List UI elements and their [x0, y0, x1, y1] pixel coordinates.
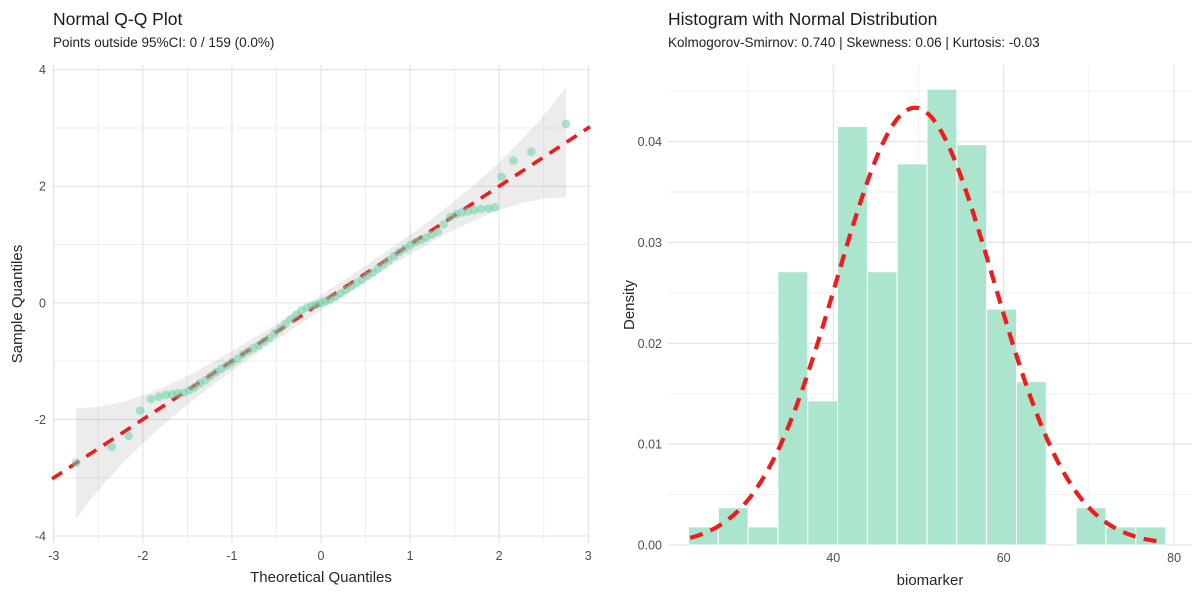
- qq-point: [439, 219, 449, 229]
- y-tick-label: 0.00: [638, 539, 662, 553]
- histogram-plot: 40 60 80 0.00 0.01 0.02 0.03 0.04 Histogram wit…: [621, 9, 1192, 589]
- x-tick-label: 60: [997, 551, 1011, 565]
- qq-point: [477, 204, 486, 214]
- x-tick-label: 2: [496, 549, 503, 563]
- histogram-bar: [986, 308, 1017, 546]
- qq-point: [469, 205, 479, 215]
- y-tick-label: 2: [39, 180, 46, 194]
- qq-point: [107, 442, 116, 452]
- qq-point: [490, 202, 499, 212]
- histogram-bar: [1075, 507, 1107, 546]
- histogram-panel: 40 60 80 0.00 0.01 0.02 0.03 0.04: [638, 65, 1192, 565]
- y-tick-label: 0.02: [638, 337, 662, 351]
- y-tick-label: 0: [39, 296, 46, 310]
- qq-point: [497, 172, 507, 182]
- histogram-bar: [807, 400, 839, 546]
- histogram-bar: [1135, 526, 1167, 546]
- x-tick-label: 80: [1167, 551, 1181, 565]
- qq-point: [124, 431, 133, 441]
- normal-curve: [689, 105, 1165, 545]
- y-tick-label: -2: [35, 413, 46, 427]
- qq-point: [173, 388, 182, 398]
- histogram-bar: [837, 126, 868, 546]
- qq-point: [146, 394, 156, 404]
- qq-title: Normal Q-Q Plot: [53, 9, 182, 29]
- qq-point: [433, 227, 442, 237]
- qq-subtitle: Points outside 95%CI: 0 / 159 (0.0%): [53, 35, 274, 50]
- y-tick-label: 0.01: [638, 438, 662, 452]
- qq-y-axis-title: Sample Quantiles: [9, 245, 26, 363]
- histogram-title: Histogram with Normal Distribution: [668, 9, 937, 29]
- x-tick-label: -3: [48, 549, 59, 563]
- x-tick-label: 0: [318, 549, 325, 563]
- histogram-bar: [777, 271, 809, 546]
- qq-x-axis-title: Theoretical Quantiles: [250, 569, 392, 586]
- qq-point: [135, 406, 145, 415]
- histogram-subtitle: Kolmogorov-Smirnov: 0.740 | Skewness: 0.…: [668, 35, 1040, 50]
- y-tick-label: 4: [39, 63, 46, 77]
- histogram-x-axis-title: biomarker: [897, 572, 964, 589]
- x-tick-label: 40: [826, 551, 840, 565]
- qq-point: [526, 147, 536, 157]
- x-tick-label: 1: [407, 549, 414, 563]
- qq-point: [71, 458, 81, 467]
- qq-reference-line: [51, 125, 591, 481]
- x-tick-label: 3: [585, 549, 592, 563]
- histogram-bar: [866, 271, 898, 546]
- x-tick-label: -1: [226, 549, 237, 563]
- y-tick-label: 0.03: [638, 236, 662, 250]
- histogram-y-axis-title: Density: [621, 279, 638, 330]
- qq-point: [561, 119, 571, 129]
- qq-panel: -3 -2 -1 0 1 2 3 4 2 0 -2 -4: [35, 63, 592, 563]
- y-tick-label: -4: [35, 530, 46, 544]
- qq-point: [154, 392, 164, 401]
- qq-point: [161, 390, 171, 400]
- histogram-bar: [747, 526, 779, 546]
- qq-point: [509, 156, 518, 165]
- histogram-bar: [956, 144, 988, 546]
- histogram-bar: [926, 88, 958, 546]
- y-tick-label: 0.04: [638, 135, 662, 149]
- histogram-bar: [1015, 381, 1047, 546]
- histogram-bar: [896, 163, 928, 546]
- x-tick-label: -2: [137, 549, 148, 563]
- qq-plot: -3 -2 -1 0 1 2 3 4 2 0 -2 -4 Normal Q-Q Plot Points…: [9, 9, 592, 586]
